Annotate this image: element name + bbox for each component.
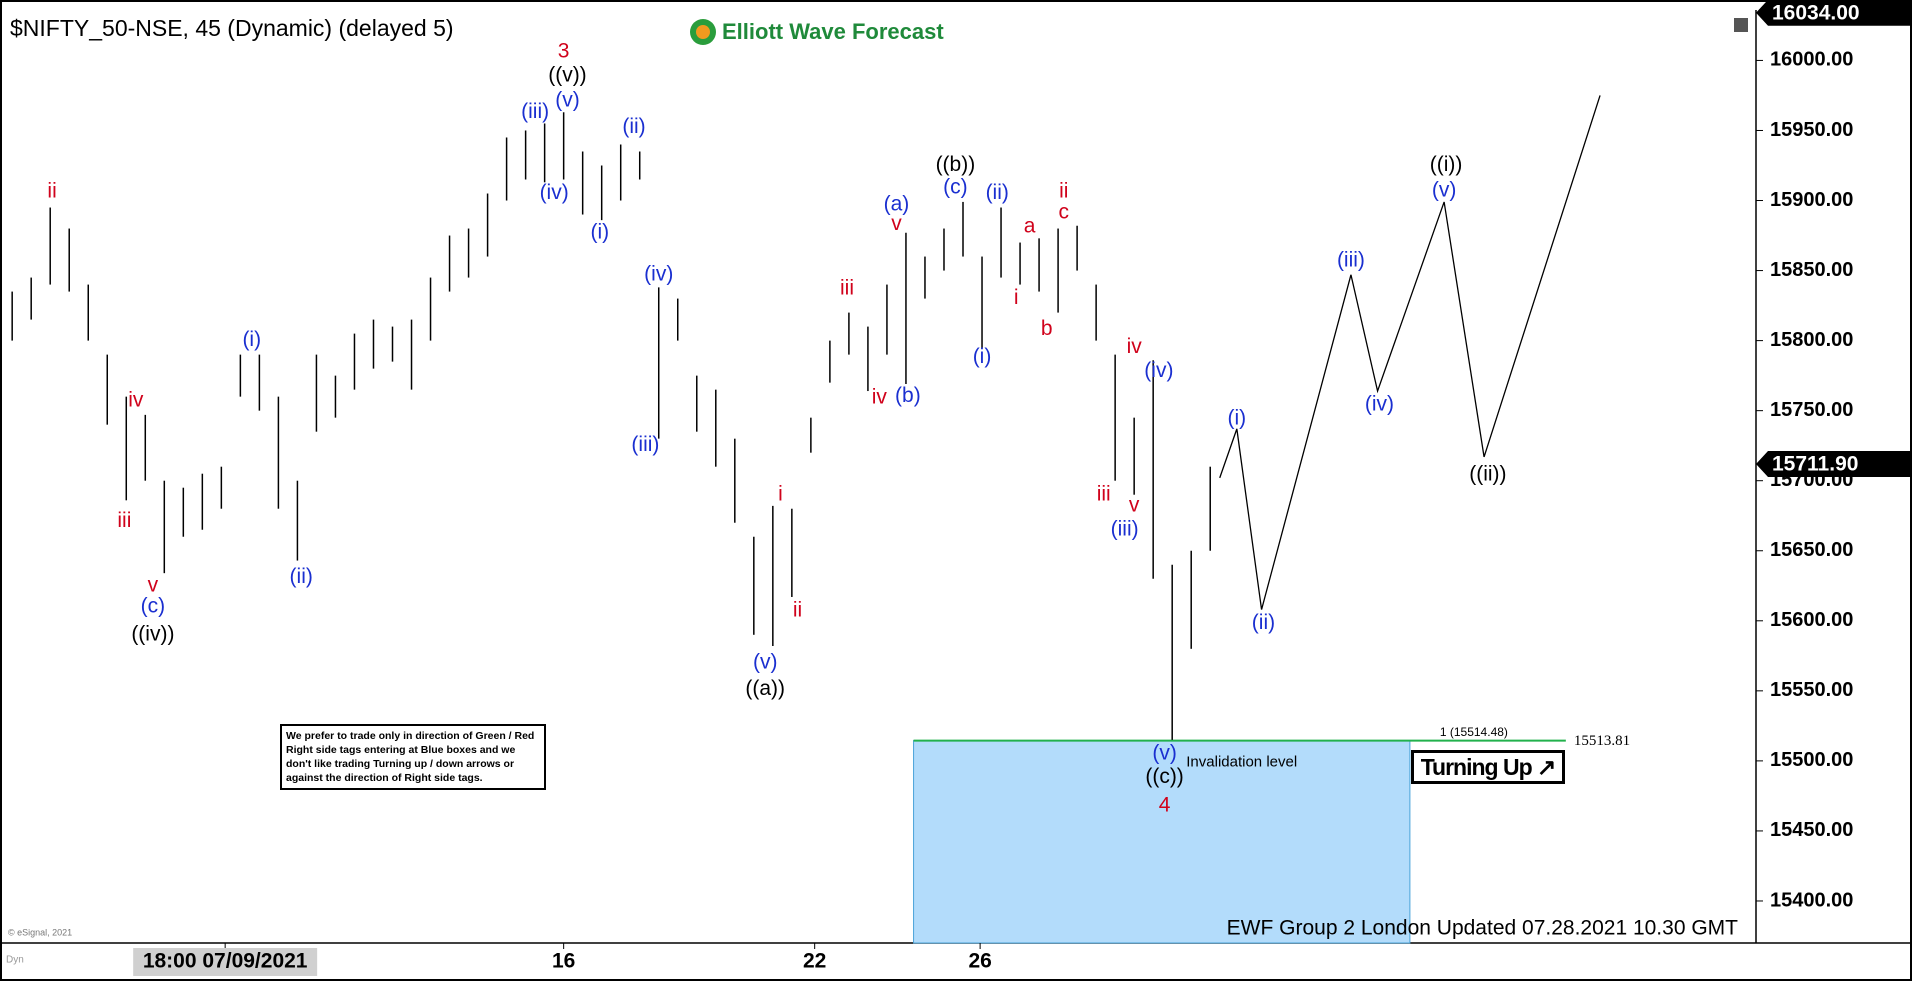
y-tick-label: 15750.00: [1770, 399, 1853, 421]
wave-label: (ii): [290, 565, 313, 588]
wave-label: i: [1014, 286, 1019, 309]
logo-text: Elliott Wave Forecast: [722, 19, 944, 44]
turning-up-text: Turning Up: [1420, 754, 1533, 780]
wave-label: iii: [840, 276, 854, 299]
wave-label: (iv): [1144, 359, 1173, 382]
wave-label: iii: [1097, 482, 1111, 505]
y-tick-label: 15600.00: [1770, 609, 1853, 631]
invalidation-label: 1 (15514.48): [1440, 725, 1508, 739]
wave-label: ((i)): [1430, 153, 1463, 176]
wave-label: (b): [895, 384, 921, 407]
wave-label: 3: [558, 40, 570, 63]
wave-label: ((iv)): [131, 622, 174, 645]
wave-label: (i): [590, 220, 609, 243]
wave-label: iv: [1127, 335, 1143, 358]
y-tick-label: 15850.00: [1770, 259, 1853, 281]
copyright: © eSignal, 2021: [8, 927, 72, 937]
wave-label: ((v)): [548, 63, 586, 86]
wave-label: a: [1024, 215, 1036, 238]
chart-title: $NIFTY_50-NSE, 45 (Dynamic) (delayed 5): [10, 15, 454, 41]
corner-label: Dyn: [6, 955, 24, 966]
wave-label: (ii): [1252, 611, 1275, 634]
wave-label: ((c)): [1145, 765, 1183, 788]
y-tick-label: 15550.00: [1770, 679, 1853, 701]
labels-layer: iiiviiiv(c)((iv))(i)(ii)3((v))(v)(iii)(i…: [47, 40, 1506, 817]
x-tick-highlight: [133, 948, 318, 976]
x-tick-label: 26: [968, 950, 991, 973]
wave-label: v: [891, 212, 902, 235]
wave-label: (iii): [631, 433, 659, 456]
wave-label: (iv): [1365, 393, 1394, 416]
wave-label: ((a)): [745, 677, 785, 700]
wave-label: iii: [117, 509, 131, 532]
y-tick-label: 15450.00: [1770, 819, 1853, 841]
wave-label: 4: [1159, 793, 1171, 816]
y-tick-label: 15500.00: [1770, 749, 1853, 771]
projection-line: [1219, 95, 1601, 610]
wave-label: ((b)): [936, 153, 976, 176]
bars-layer: [11, 95, 1601, 740]
wave-label: b: [1041, 317, 1053, 340]
wave-label: ii: [793, 599, 802, 622]
y-tick-label: 15800.00: [1770, 329, 1853, 351]
turning-up-tag: Turning Up ↗: [1411, 750, 1565, 784]
price-tag-label: 16034.00: [1772, 1, 1860, 24]
wave-label: (i): [973, 345, 992, 368]
disclaimer: We prefer to trade only in direction of …: [280, 724, 546, 790]
price-tag-label: 15711.90: [1772, 453, 1858, 476]
footer: EWF Group 2 London Updated 07.28.2021 10…: [1227, 917, 1738, 940]
wave-label: (i): [242, 328, 261, 351]
wave-label: (i): [1228, 407, 1247, 430]
wave-label: ii: [47, 180, 56, 203]
wave-label: ii: [1059, 180, 1068, 203]
x-tick-label: 22: [803, 950, 826, 973]
wave-label: v: [148, 573, 159, 596]
x-tick-label: 18:00 07/09/2021: [143, 950, 308, 973]
wave-label: (c): [141, 594, 166, 617]
y-tick-label: 15950.00: [1770, 119, 1853, 141]
window-icon: [1734, 18, 1748, 32]
logo-icon-inner: [696, 25, 710, 39]
wave-label: i: [778, 482, 783, 505]
price-tag: [1756, 451, 1910, 478]
wave-label: (v): [753, 650, 778, 673]
wave-label: (iii): [1111, 517, 1139, 540]
wave-label: (ii): [986, 181, 1009, 204]
blue-box: [913, 740, 1411, 944]
wave-label: c: [1059, 201, 1070, 224]
wave-label: (a): [884, 192, 910, 215]
box-layer: Invalidation level 1 (15514.48) 15513.81: [913, 725, 1630, 944]
price-tag: [1756, 0, 1910, 26]
arrow-icon: ↗: [1537, 754, 1556, 780]
blue-box-label: Invalidation level: [1186, 754, 1297, 771]
wave-label: (iii): [1337, 248, 1365, 271]
wave-label: v: [1129, 493, 1140, 516]
wave-label: (iv): [644, 262, 673, 285]
wave-label: (ii): [622, 115, 645, 138]
y-tick-label: 15650.00: [1770, 539, 1853, 561]
wave-label: iv: [128, 388, 144, 411]
wave-label: (v): [555, 89, 580, 112]
wave-label: (v): [1432, 178, 1457, 201]
x-tick-label: 16: [552, 950, 575, 973]
y-tick-label: 16000.00: [1770, 49, 1853, 71]
wave-label: (v): [1152, 741, 1177, 764]
wave-label: ((ii)): [1469, 463, 1506, 486]
invalidation-price: 15513.81: [1574, 733, 1630, 749]
wave-label: iv: [872, 386, 888, 409]
y-tick-label: 15900.00: [1770, 189, 1853, 211]
wave-label: (c): [943, 175, 968, 198]
y-tick-label: 15400.00: [1770, 889, 1853, 911]
wave-label: (iii): [521, 100, 549, 123]
wave-label: (iv): [540, 181, 569, 204]
